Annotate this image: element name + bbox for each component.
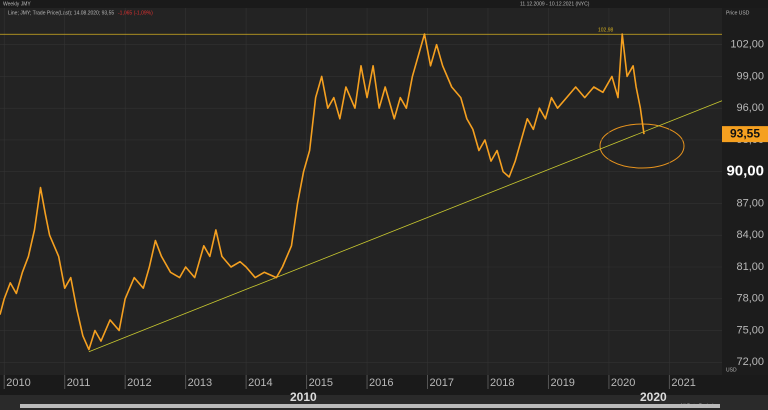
- x-tick-label: 2017: [430, 377, 454, 389]
- x-tick-label: 2012: [127, 377, 151, 389]
- x-tick-label: 2019: [550, 377, 574, 389]
- legend: Line; JMY; Trade Price(Last); 14.08.2020…: [8, 10, 114, 16]
- y-tick-label: 75,00: [736, 324, 764, 336]
- x-tick-label: 2013: [188, 377, 212, 389]
- period-slider[interactable]: [20, 404, 720, 408]
- last-price-label: 93,55: [730, 126, 760, 140]
- price-line: [0, 33, 645, 351]
- x-tick-label: 2018: [490, 377, 514, 389]
- x-tick-label: 2016: [369, 377, 393, 389]
- y-tick-label: 90,00: [726, 163, 764, 180]
- reference-label: 102,98: [598, 28, 614, 34]
- y-tick-label: 87,00: [736, 197, 764, 209]
- y-axis-label: Price USD: [726, 10, 750, 16]
- y-axis-panel: [722, 8, 768, 375]
- y-tick-label: 99,00: [736, 70, 764, 82]
- period-label: 2020: [640, 390, 667, 404]
- period-label: 2010: [290, 390, 317, 404]
- currency-note: USD: [726, 367, 737, 373]
- x-tick-label: 2014: [248, 377, 272, 389]
- x-tick-label: 2015: [309, 377, 333, 389]
- trendline: [88, 100, 723, 353]
- period-caption: All Data Period: [680, 403, 714, 409]
- y-tick-label: 81,00: [736, 261, 764, 273]
- y-tick-label: 72,00: [736, 356, 764, 368]
- y-tick-label: 96,00: [736, 102, 764, 114]
- y-tick-label: 102,00: [730, 39, 764, 51]
- y-tick-label: 84,00: [736, 229, 764, 241]
- x-tick-label: 2010: [6, 377, 30, 389]
- x-tick-label: 2021: [671, 377, 695, 389]
- x-tick-label: 2011: [67, 377, 91, 389]
- y-tick-label: 78,00: [736, 293, 764, 305]
- chart-title: Weekly JMY: [3, 1, 31, 7]
- x-tick-label: 2020: [611, 377, 635, 389]
- change: -1,065 (-1,09%): [118, 10, 153, 16]
- plot-area: [0, 8, 722, 375]
- last-price-box: [722, 126, 768, 143]
- date-range: 11.12.2009 - 10.12.2021 (NYC): [520, 1, 590, 7]
